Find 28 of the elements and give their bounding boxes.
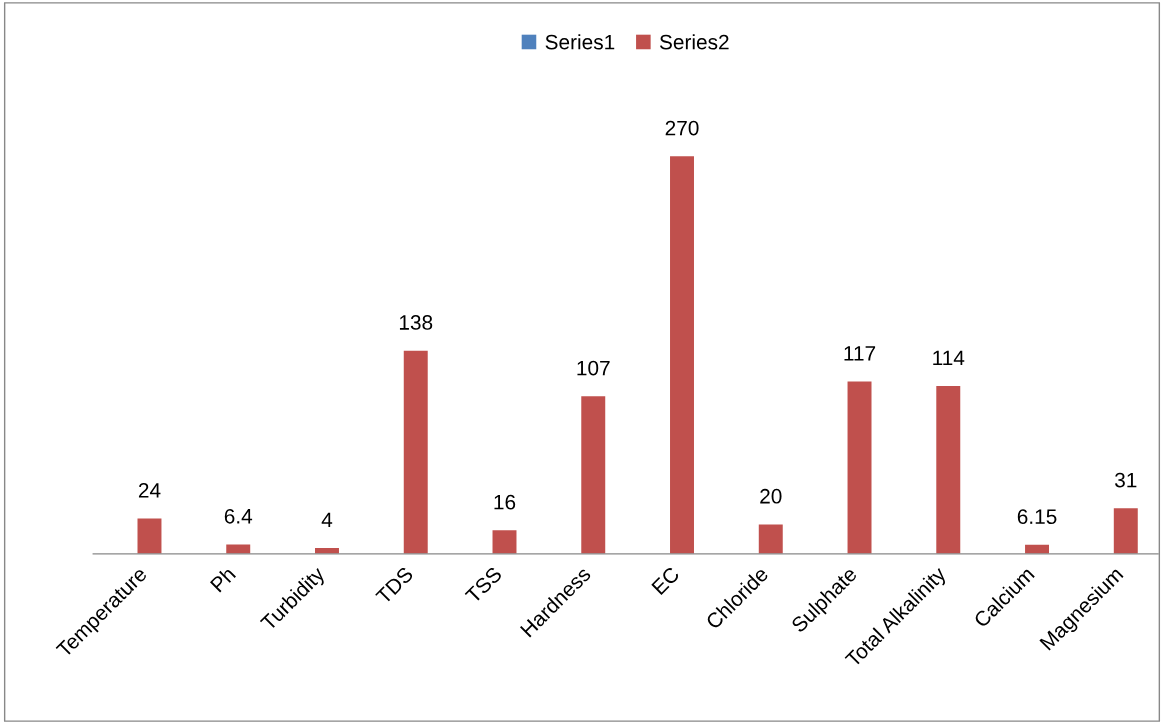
- legend-label: Series1: [545, 34, 615, 50]
- bar: [403, 350, 428, 554]
- x-tick-label: TSS: [464, 566, 503, 605]
- data-label: 270: [665, 120, 699, 136]
- bar: [1113, 508, 1138, 554]
- data-label: 31: [1114, 472, 1137, 488]
- bar: [581, 396, 606, 554]
- data-label: 114: [933, 350, 965, 365]
- data-label: 24: [138, 482, 161, 498]
- bar: [670, 156, 694, 554]
- bar: [226, 544, 251, 554]
- bar: [137, 518, 162, 554]
- data-label: 16: [494, 494, 516, 510]
- legend-label: Series2: [659, 34, 729, 50]
- data-label: 138: [399, 315, 433, 330]
- data-label: 4: [321, 512, 333, 527]
- data-label: 6.4: [224, 508, 253, 524]
- data-label: 6.15: [1017, 509, 1057, 525]
- x-tick-label: TDS: [375, 566, 414, 605]
- bar: [492, 530, 517, 554]
- data-label: 117: [844, 346, 876, 361]
- x-tick-label: EC: [651, 565, 681, 596]
- data-label: 20: [760, 488, 782, 504]
- bar: [936, 385, 961, 554]
- data-label: 107: [577, 360, 610, 376]
- bar: [847, 381, 872, 554]
- x-tick-label: Ph: [209, 565, 236, 593]
- bar: [758, 524, 783, 554]
